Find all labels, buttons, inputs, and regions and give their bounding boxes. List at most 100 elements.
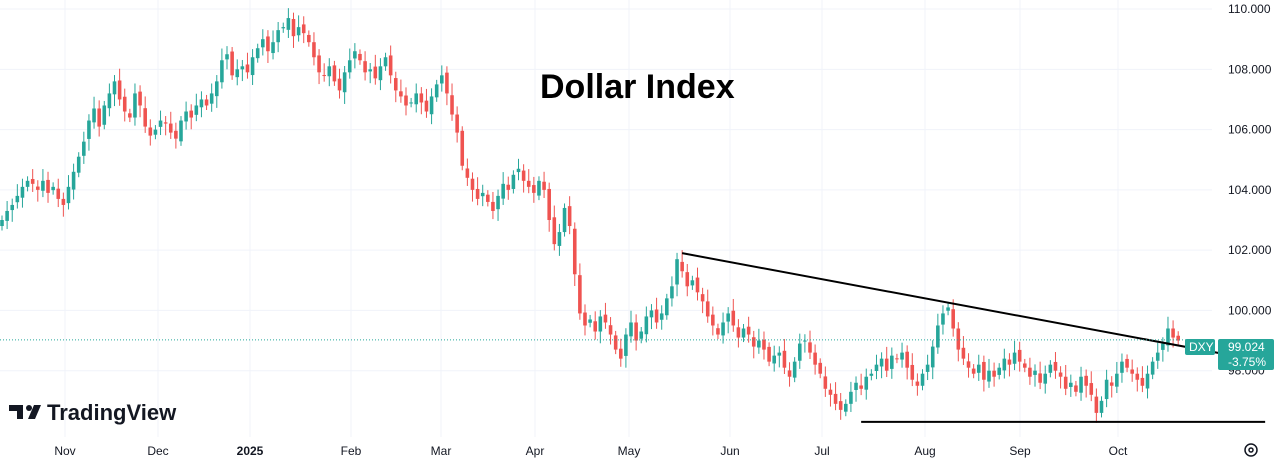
candle-body bbox=[15, 195, 20, 203]
candle-body bbox=[751, 337, 756, 347]
candle-body bbox=[1104, 379, 1109, 400]
candle-body bbox=[649, 310, 654, 318]
price-axis[interactable]: 110.000 108.000 106.000 104.000 102.000 100.0… bbox=[1228, 2, 1272, 378]
candle-body bbox=[634, 322, 638, 341]
candle-body bbox=[404, 95, 408, 106]
candle-body bbox=[143, 108, 147, 127]
candle-body bbox=[189, 110, 194, 118]
y-tick-label: 108.000 bbox=[1228, 62, 1272, 76]
candle-body bbox=[491, 201, 495, 211]
candle-body bbox=[936, 325, 940, 348]
candle-body bbox=[450, 95, 454, 115]
candle-body bbox=[184, 111, 188, 122]
candle-body bbox=[1033, 370, 1037, 375]
candle-body bbox=[30, 179, 35, 184]
candle-body bbox=[982, 361, 986, 380]
candle-body bbox=[930, 346, 935, 368]
candle-body bbox=[317, 55, 321, 73]
candle-body bbox=[92, 108, 96, 123]
x-tick-label: Feb bbox=[341, 444, 362, 458]
candle-body bbox=[1043, 373, 1048, 384]
candle-body bbox=[920, 373, 925, 386]
x-tick-label: Nov bbox=[54, 444, 75, 458]
candle-body bbox=[1120, 361, 1124, 373]
candle-body bbox=[1135, 373, 1140, 380]
candle-body bbox=[1017, 349, 1022, 362]
candle-body bbox=[225, 54, 229, 60]
candle-body bbox=[342, 72, 347, 93]
candle-body bbox=[1002, 358, 1007, 371]
candle-body bbox=[731, 310, 736, 326]
candle-body bbox=[245, 64, 250, 73]
candle-body bbox=[71, 171, 76, 190]
candle-body bbox=[307, 34, 311, 43]
settings-gear-icon[interactable] bbox=[1244, 443, 1258, 457]
candle-body bbox=[496, 195, 500, 210]
candle-body bbox=[276, 30, 280, 43]
candle-body bbox=[214, 81, 219, 97]
candle-body bbox=[286, 18, 291, 30]
candle-body bbox=[1094, 396, 1099, 413]
x-tick-label: Jun bbox=[720, 444, 739, 458]
chart-title: Dollar Index bbox=[540, 68, 735, 106]
candle-body bbox=[562, 207, 567, 233]
candle-body bbox=[51, 186, 55, 191]
candle-body bbox=[910, 364, 915, 380]
price-badge-box bbox=[1218, 339, 1274, 370]
candle-body bbox=[332, 65, 337, 82]
candle-body bbox=[746, 326, 751, 335]
y-tick-label: 102.000 bbox=[1228, 243, 1272, 257]
candle-body bbox=[951, 309, 955, 329]
candle-body bbox=[895, 358, 899, 360]
candle-body bbox=[10, 204, 15, 211]
candle-body bbox=[261, 39, 265, 48]
candle-body bbox=[1053, 361, 1058, 371]
candle-body bbox=[460, 130, 465, 166]
candle-body bbox=[1079, 376, 1083, 393]
candle-body bbox=[828, 389, 833, 395]
candle-body bbox=[1115, 373, 1119, 387]
candle-body bbox=[41, 180, 45, 191]
candle-body bbox=[271, 42, 275, 54]
candle-body bbox=[905, 351, 909, 368]
candle-body bbox=[716, 328, 720, 335]
candle-body bbox=[675, 259, 679, 285]
y-tick-label: 106.000 bbox=[1228, 123, 1272, 137]
candle-body bbox=[1022, 363, 1027, 368]
candle-body bbox=[97, 108, 101, 127]
candle-body bbox=[240, 66, 245, 70]
candle-body bbox=[966, 361, 971, 368]
candle-body bbox=[915, 381, 920, 386]
candle-body bbox=[414, 93, 419, 105]
candle-body bbox=[1074, 385, 1078, 392]
candle-body bbox=[1048, 364, 1053, 373]
candles-series bbox=[0, 8, 1180, 423]
candle-body bbox=[327, 66, 332, 77]
candle-body bbox=[434, 84, 439, 98]
candle-body bbox=[803, 340, 807, 342]
candle-body bbox=[266, 36, 270, 52]
candle-body bbox=[409, 102, 413, 104]
y-tick-label: 100.000 bbox=[1228, 303, 1272, 317]
tradingview-logo[interactable]: TradingView bbox=[9, 400, 177, 425]
candle-body bbox=[736, 327, 741, 338]
candle-body bbox=[608, 325, 613, 335]
candle-body bbox=[532, 185, 536, 193]
candle-body bbox=[552, 217, 557, 245]
candle-body bbox=[419, 93, 424, 103]
candle-body bbox=[976, 364, 981, 373]
candle-body bbox=[874, 364, 879, 371]
trendline[interactable] bbox=[681, 252, 1266, 363]
candle-body bbox=[66, 186, 71, 204]
candle-body bbox=[777, 352, 782, 356]
time-axis[interactable]: Nov Dec 2025 Feb Mar Apr May Jun Jul Aug Sep Oct bbox=[54, 444, 1128, 458]
candle-body bbox=[301, 24, 306, 34]
candle-body bbox=[741, 328, 746, 338]
candle-body bbox=[613, 335, 618, 350]
candle-body bbox=[1109, 382, 1114, 386]
candle-body bbox=[670, 286, 674, 299]
candle-body bbox=[971, 368, 976, 374]
candle-body bbox=[5, 210, 9, 221]
candle-body bbox=[1038, 373, 1042, 383]
